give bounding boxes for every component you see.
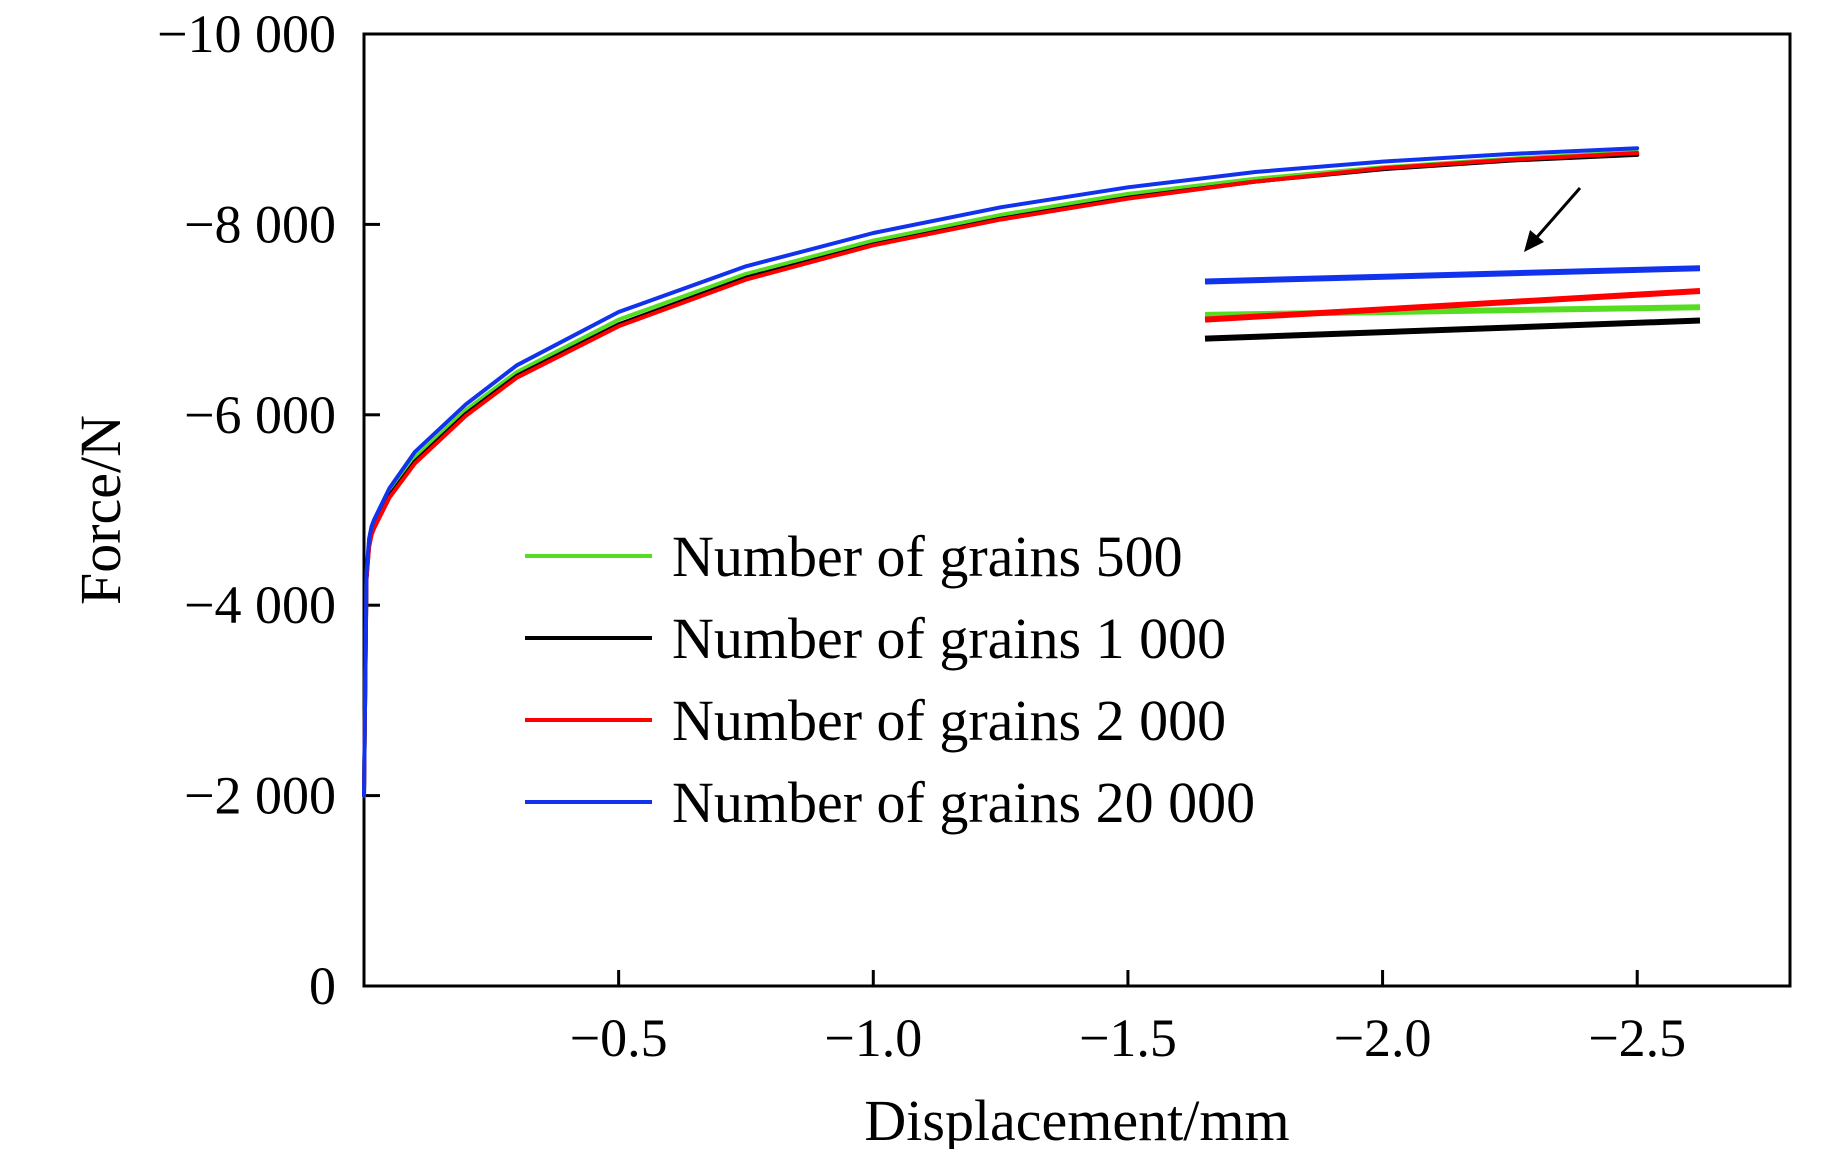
zoom-inset (1204, 265, 1701, 342)
x-tick-label: −2.0 (1334, 1008, 1432, 1068)
legend-label: Number of grains 1 000 (672, 606, 1226, 671)
legend-label: Number of grains 500 (672, 524, 1183, 589)
x-tick-label: −1.5 (1079, 1008, 1177, 1068)
zoom-arrow (1524, 187, 1582, 252)
zoom-arrow-shaft (1528, 187, 1582, 246)
series-lines (362, 146, 1640, 798)
zoom-arrow-head (1524, 230, 1544, 252)
y-tick-label: −10 000 (157, 4, 336, 64)
x-axis-title: Displacement/mm (864, 1088, 1289, 1149)
zoom-line-3 (1204, 265, 1701, 285)
y-tick-label: −2 000 (184, 766, 336, 826)
y-tick-label: −6 000 (184, 385, 336, 445)
y-axis-title: Force/N (68, 415, 133, 605)
plot-area (362, 32, 1792, 988)
y-axis-ticks: 0 −2 000 −4 000 −6 000 −8 000 −10 000 (157, 4, 380, 1016)
legend-label: Number of grains 2 000 (672, 688, 1226, 753)
y-tick-label: −8 000 (184, 194, 336, 254)
series-line-3 (362, 146, 1640, 798)
y-tick-label: 0 (309, 956, 336, 1016)
legend-label: Number of grains 20 000 (672, 770, 1255, 835)
x-axis-ticks: −0.5 −1.0 −1.5 −2.0 −2.5 (570, 970, 1686, 1068)
zoom-line-1 (1204, 317, 1701, 342)
x-tick-label: −0.5 (570, 1008, 668, 1068)
x-tick-label: −1.0 (824, 1008, 922, 1068)
x-tick-label: −2.5 (1588, 1008, 1686, 1068)
y-tick-label: −4 000 (184, 575, 336, 635)
legend: Number of grains 500 Number of grains 1 0… (525, 524, 1255, 835)
zoom-line-2 (1204, 288, 1701, 323)
